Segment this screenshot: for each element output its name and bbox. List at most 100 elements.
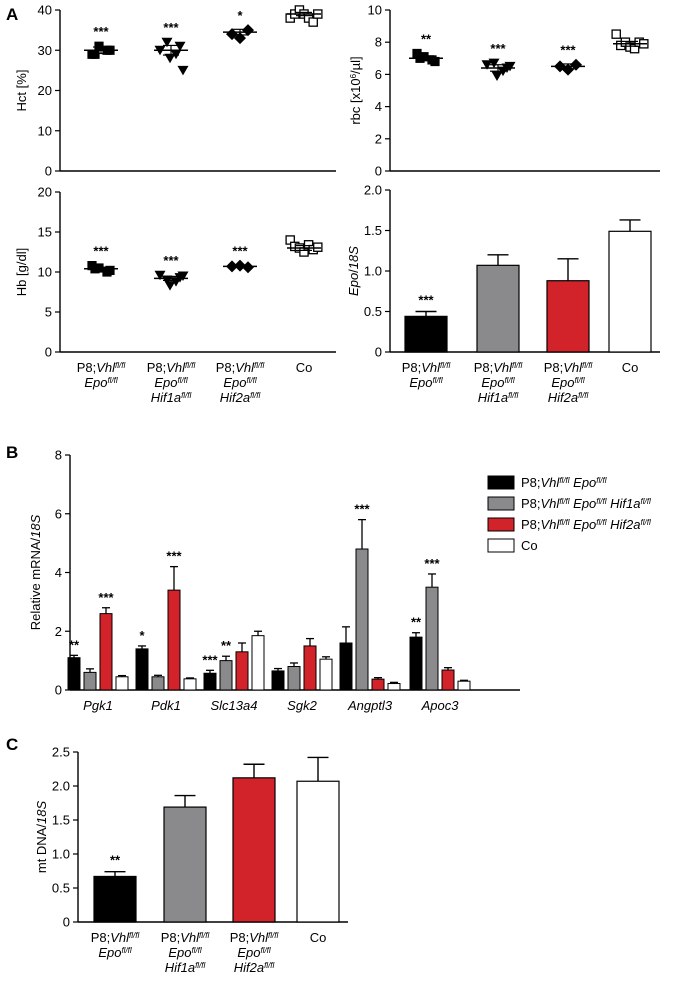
mrna-bar	[409, 636, 423, 691]
hb-category-label: Epofl/fl	[84, 375, 118, 390]
mrna-category-label: Angptl3	[347, 698, 393, 713]
mrna-bar	[151, 676, 165, 691]
mtdna-category-label: Epofl/fl	[168, 945, 202, 960]
hb-point	[177, 271, 189, 281]
rbc-point	[412, 48, 422, 59]
mrna-bar	[355, 548, 369, 691]
rbc-y-label: rbc [x106/µl]	[348, 56, 363, 124]
mrna-bar	[387, 683, 401, 691]
rbc-tick-label: 10	[368, 3, 382, 18]
hb-point	[170, 277, 182, 287]
hb-point	[164, 281, 176, 291]
epo-tick-label: 1.0	[364, 264, 382, 279]
epo-tick-label: 0	[375, 345, 382, 360]
mtdna-category-label: Hif2afl/fl	[234, 960, 275, 975]
panel-label-b: B	[6, 443, 18, 462]
hb-tick-label: 20	[38, 185, 52, 200]
mrna-significance: **	[69, 637, 80, 652]
mrna-bar	[319, 658, 333, 691]
mrna-category-label: Slc13a4	[211, 698, 258, 713]
hct-significance: ***	[163, 20, 179, 35]
epo-tick-label: 0.5	[364, 304, 382, 319]
hb-tick-label: 5	[45, 305, 52, 320]
epo-bar	[546, 280, 590, 353]
legend-entry: P8;Vhlfl/fl Epofl/fl Hif2afl/fl	[521, 517, 651, 532]
legend-swatch	[487, 496, 515, 511]
rbc-point	[504, 61, 516, 72]
legend-swatch	[487, 475, 515, 490]
legend-swatch	[487, 517, 515, 532]
mtdna-category-label: P8;Vhlfl/fl	[230, 930, 279, 945]
mrna-bar	[303, 645, 317, 691]
mrna-y-label: Relative mRNA/18S	[28, 514, 43, 630]
mrna-bar	[457, 680, 471, 691]
hb-category-label: P8;Vhlfl/fl	[147, 360, 196, 375]
epo-bar	[608, 230, 652, 353]
rbc-point	[491, 71, 503, 82]
hb-tick-label: 15	[38, 225, 52, 240]
mtdna-category-label: P8;Vhlfl/fl	[161, 930, 210, 945]
rbc-significance: ***	[560, 43, 576, 58]
mtdna-category-label: Epofl/fl	[237, 945, 271, 960]
mrna-significance: ***	[166, 549, 182, 564]
rbc-point	[427, 55, 437, 65]
hb-category-label: Co	[296, 360, 313, 375]
mrna-bar	[339, 642, 353, 691]
hct-significance: ***	[93, 24, 109, 39]
rbc-point	[488, 58, 500, 69]
epo-category-label: P8;Vhlfl/fl	[544, 360, 593, 375]
hct-point	[161, 37, 173, 48]
epo-y-label: Epo/18S	[346, 246, 361, 296]
mrna-bar	[115, 676, 129, 691]
hct-point	[164, 53, 176, 64]
mrna-bar	[271, 670, 285, 691]
mtdna-category-label: Hif1afl/fl	[165, 960, 206, 975]
mtdna-tick-label: 0	[63, 915, 70, 930]
epo-category-label: P8;Vhlfl/fl	[402, 360, 451, 375]
hb-category-label: Hif2afl/fl	[220, 390, 261, 405]
hct-tick-label: 20	[38, 83, 52, 98]
mrna-bar	[167, 589, 181, 691]
mrna-significance: *	[139, 628, 145, 643]
mrna-bar	[235, 651, 249, 691]
hb-point	[313, 242, 323, 252]
mrna-category-label: Pdk1	[151, 698, 181, 713]
mrna-tick-label: 8	[55, 448, 62, 463]
mtdna-tick-label: 2.0	[52, 779, 70, 794]
hct-tick-label: 30	[38, 43, 52, 58]
mrna-bar	[441, 669, 455, 691]
hct-tick-label: 0	[45, 164, 52, 179]
mrna-significance: **	[411, 615, 422, 630]
hb-category-label: Epofl/fl	[223, 375, 257, 390]
legend-entry: P8;Vhlfl/fl Epofl/fl	[521, 475, 607, 490]
epo-category-label: Hif2afl/fl	[548, 390, 589, 405]
mrna-significance: ***	[354, 502, 370, 517]
mrna-tick-label: 0	[55, 683, 62, 698]
mrna-significance: **	[221, 638, 232, 653]
mtdna-bar	[232, 777, 276, 923]
hb-significance: ***	[93, 244, 109, 259]
mrna-bar	[99, 613, 113, 691]
mrna-category-label: Apoc3	[421, 698, 460, 713]
rbc-point	[481, 60, 493, 70]
hb-tick-label: 0	[45, 345, 52, 360]
mrna-category-label: Pgk1	[83, 698, 113, 713]
epo-tick-label: 2.0	[364, 183, 382, 198]
mtdna-y-label: mt DNA/18S	[34, 801, 49, 874]
hct-tick-label: 10	[38, 123, 52, 138]
hct-point	[94, 41, 104, 51]
epo-category-label: Hif1afl/fl	[478, 390, 519, 405]
rbc-significance: **	[421, 31, 432, 46]
rbc-tick-label: 6	[375, 67, 382, 82]
rbc-point	[570, 58, 582, 71]
hb-tick-label: 10	[38, 265, 52, 280]
panel-label-c: C	[6, 735, 18, 754]
epo-category-label: P8;Vhlfl/fl	[474, 360, 523, 375]
legend-entry: Co	[521, 538, 538, 553]
epo-tick-label: 1.5	[364, 223, 382, 238]
mtdna-tick-label: 0.5	[52, 881, 70, 896]
epo-significance: ***	[418, 293, 434, 308]
legend-swatch	[487, 538, 515, 553]
